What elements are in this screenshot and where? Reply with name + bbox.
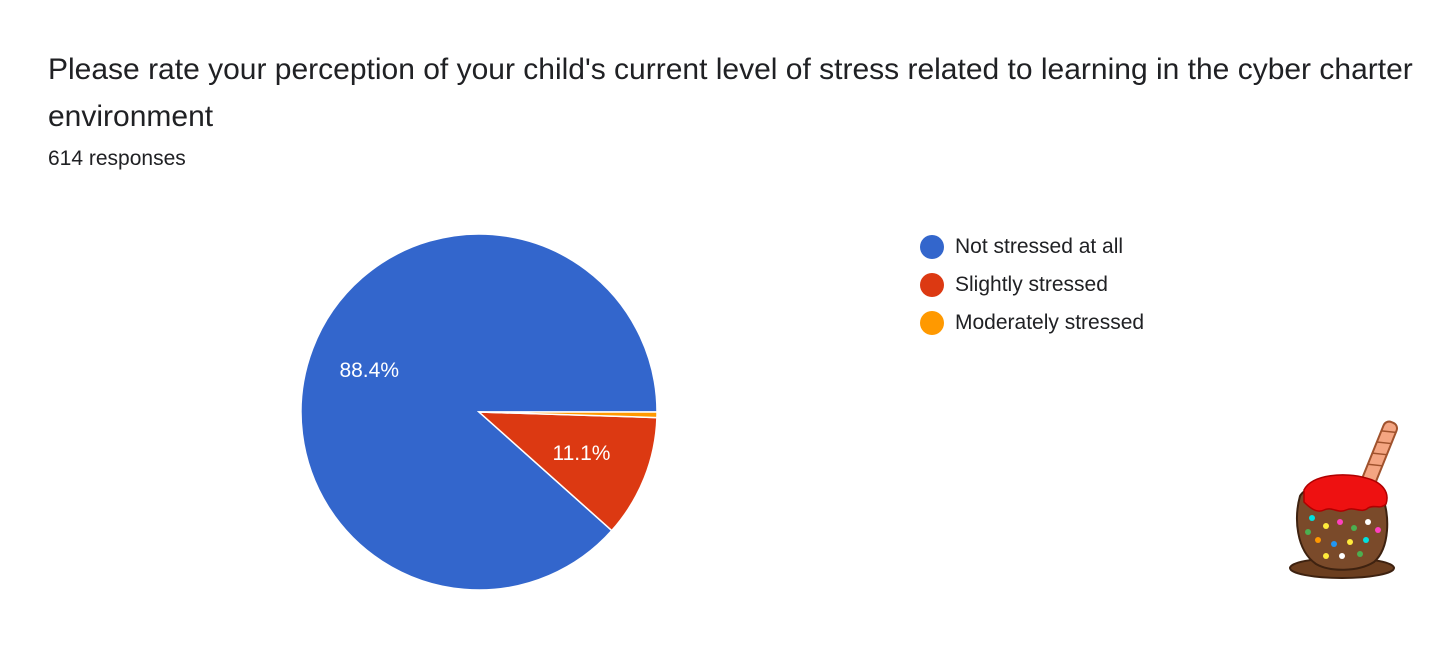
legend-swatch [920,235,944,259]
legend-label: Not stressed at all [955,235,1124,258]
chart-legend: Not stressed at all Slightly stressed Mo… [920,228,1144,342]
slice-value-label: 11.1% [552,442,610,465]
pie-slice-slightly-stressed[interactable] [476,411,658,532]
legend-item-not-stressed[interactable]: Not stressed at all [920,228,1144,266]
legend-label: Moderately stressed [955,311,1145,334]
slice-value-label: 88.4% [339,359,399,382]
candy-apple-icon [1289,420,1398,579]
legend-label: Slightly stressed [955,273,1108,296]
legend-swatch [920,273,944,297]
response-count: 614 responses [48,147,186,170]
legend-item-moderately-stressed[interactable]: Moderately stressed [920,304,1144,342]
chart-title: Please rate your perception of your chil… [48,53,1413,133]
pie-slice-moderately-stressed[interactable] [478,411,658,419]
legend-item-slightly-stressed[interactable]: Slightly stressed [920,266,1144,304]
legend-swatch [920,311,944,335]
